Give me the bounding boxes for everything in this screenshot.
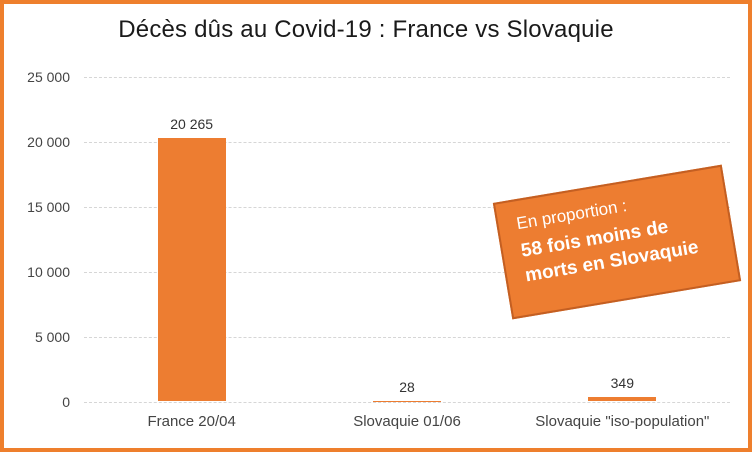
bar-1 bbox=[157, 138, 226, 402]
y-axis-tick-label: 25 000 bbox=[27, 69, 70, 85]
y-axis-tick-label: 10 000 bbox=[27, 263, 70, 280]
y-axis-tick-label: 0 bbox=[62, 393, 70, 410]
gridline-20000 bbox=[84, 141, 730, 143]
data-label-2: 28 bbox=[399, 379, 415, 396]
bar-3 bbox=[588, 396, 657, 402]
category-label-2: Slovaquie 01/06 bbox=[353, 413, 461, 430]
y-axis-tick-label: 20 000 bbox=[27, 133, 70, 150]
gridline-5000 bbox=[84, 336, 730, 338]
gridline-10000 bbox=[84, 271, 730, 273]
category-label-1: France 20/04 bbox=[147, 413, 236, 430]
gridline-15000 bbox=[84, 206, 730, 208]
category-label-3: Slovaquie "iso-population" bbox=[535, 413, 710, 430]
gridline-25000 bbox=[84, 77, 730, 78]
y-axis-tick-label: 5 000 bbox=[34, 328, 70, 345]
data-label-1: 20 265 bbox=[170, 116, 214, 133]
gridline-0 bbox=[84, 401, 730, 403]
chart-title: Décès dûs au Covid-19 : France vs Slovaq… bbox=[118, 16, 614, 43]
data-label-3: 349 bbox=[610, 374, 634, 391]
y-axis-tick-label: 15 000 bbox=[27, 198, 70, 215]
annotation-callout: En proportion : 58 fois moins de morts e… bbox=[492, 164, 742, 320]
